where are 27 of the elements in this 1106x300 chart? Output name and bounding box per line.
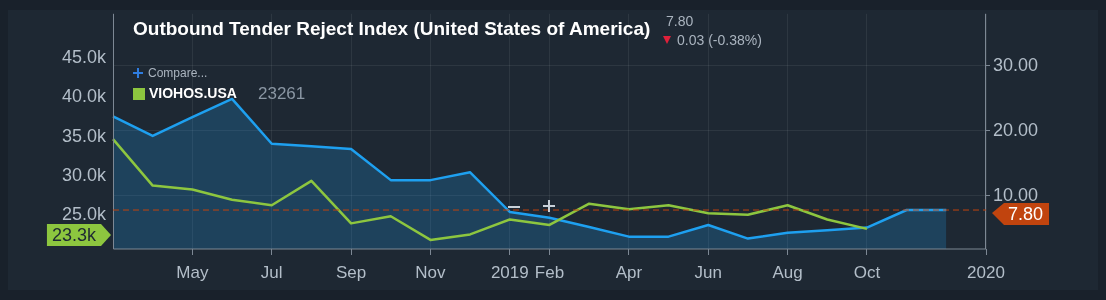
x-tick-label: Oct xyxy=(853,262,881,282)
y2-tick-label: 30.00 xyxy=(993,54,1039,75)
y-tick-label: 25.0k xyxy=(61,204,107,225)
y2-tick-label: 20.00 xyxy=(993,119,1039,140)
annotation: Compare... xyxy=(148,66,208,81)
y-tick-label: 45.0k xyxy=(61,46,107,67)
legend-label: VIOHOS.USA xyxy=(149,84,237,101)
text: 23.3k xyxy=(51,224,97,245)
annotation: 0.03 (-0.38%) xyxy=(677,31,762,48)
y-tick-label: 35.0k xyxy=(61,125,107,146)
y2-tick-label: 10.00 xyxy=(993,184,1039,205)
chart-title: Outbound Tender Reject Index (United States of America) xyxy=(133,18,651,40)
x-tick-label: Apr xyxy=(615,262,643,282)
x-tick-label: Sep xyxy=(335,262,367,282)
y-tick-label: 40.0k xyxy=(61,86,107,107)
x-tick-label: Jun xyxy=(694,262,722,282)
ref-line-label: 7.80 xyxy=(1008,203,1044,224)
annotation: 7.80 xyxy=(666,12,694,29)
x-tick-label: Jul xyxy=(260,262,283,282)
y-tick-label: 30.0k xyxy=(61,165,107,186)
x-tick-label: 2020 xyxy=(967,262,1005,282)
x-tick-label: Nov xyxy=(415,262,447,282)
x-tick-label: May xyxy=(176,262,209,282)
x-tick-label: Feb xyxy=(534,262,565,282)
x-tick-label: 2019 xyxy=(490,262,529,282)
x-tick-label: Aug xyxy=(772,262,803,282)
annotation: 23261 xyxy=(258,83,306,103)
